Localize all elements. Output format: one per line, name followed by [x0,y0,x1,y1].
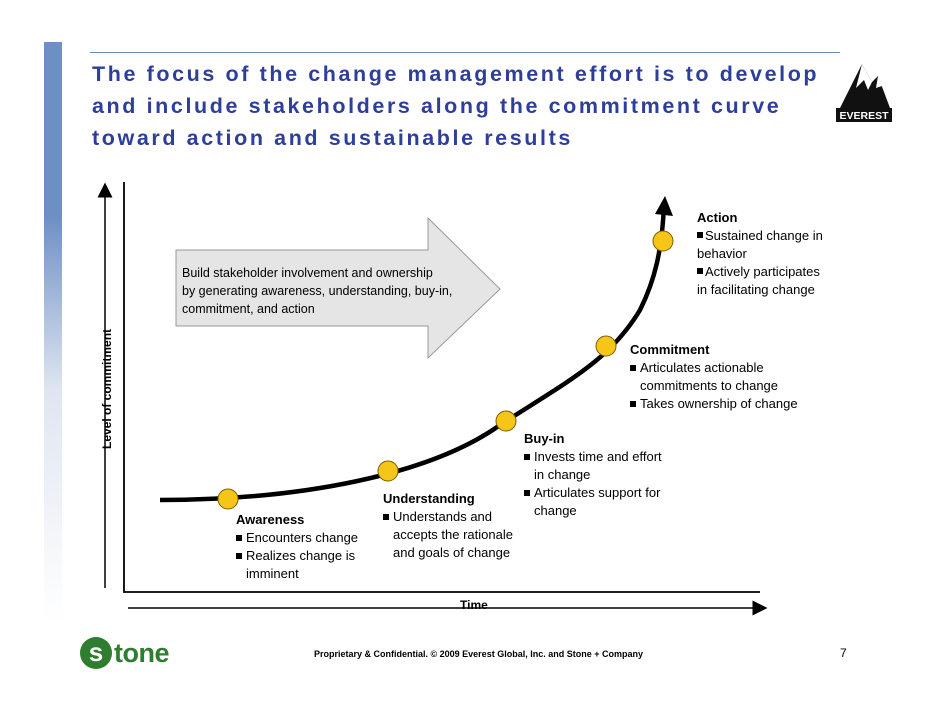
bullet-icon [697,268,703,274]
direction-arrow [175,216,501,360]
action-item-1-cont: behavior [697,246,747,261]
buyin-item-2: Articulates support for [524,484,662,502]
commitment-curve [159,204,667,503]
stone-logo-s: s [80,637,112,669]
slide-title: The focus of the change management effor… [92,58,852,154]
y-axis-label: Level of commitment [100,328,114,449]
footer-text: Proprietary & Confidential. © 2009 Evere… [314,649,643,659]
understanding-item-1-cont-a: accepts the rationale [393,527,513,542]
commitment-item-1-cont: commitments to change [640,378,779,393]
main-axes [123,182,760,593]
awareness-heading: Awareness [236,512,305,527]
understanding-item-1-cont-b: and goals of change [393,545,511,560]
commitment-label: Commitment Articulates actionable commit… [630,341,798,413]
title-line-1: The focus of the change management effor… [92,62,820,86]
bullet-icon [697,232,703,238]
stone-logo-text: tone [114,637,170,668]
curve-arrowhead [655,196,673,216]
title-line-3: toward action and sustainable results [92,126,573,150]
action-label: Action Sustained change in behavior Acti… [697,209,823,299]
commitment-item-2: Takes ownership of change [630,395,798,413]
buyin-item-2-cont: change [534,503,577,518]
title-line-2: and include stakeholders along the commi… [92,94,782,118]
understanding-heading: Understanding [383,491,475,506]
awareness-item-2: Realizes change is [236,547,358,565]
mountain-icon [840,64,890,108]
action-item-2-text: Actively participates [705,264,820,279]
everest-logo: EVEREST [836,60,892,122]
action-node [652,230,674,252]
x-axis-label: Time [460,598,488,612]
arrow-text-line-1: Build stakeholder involvement and owners… [182,266,433,280]
awareness-label: Awareness Encounters change Realizes cha… [236,511,358,583]
awareness-item-1: Encounters change [236,529,358,547]
page-number: 7 [840,646,847,660]
buyin-node [495,410,517,432]
understanding-node [377,460,399,482]
action-item-1-text: Sustained change in [705,228,823,243]
action-item-2-cont: in facilitating change [697,282,815,297]
understanding-item-1: Understands and [383,508,513,526]
left-accent-bar [44,42,62,622]
stone-logo: s tone [80,636,170,670]
buyin-label: Buy-in Invests time and effort in change… [524,430,662,520]
commitment-node [595,335,617,357]
buyin-heading: Buy-in [524,431,565,446]
understanding-label: Understanding Understands and accepts th… [383,490,513,562]
action-item-1: Sustained change in [697,228,823,243]
arrow-text: Build stakeholder involvement and owners… [182,264,452,318]
awareness-item-2-cont: imminent [246,566,299,581]
buyin-item-1-cont: in change [534,467,591,482]
commitment-item-1: Articulates actionable [630,359,798,377]
commitment-heading: Commitment [630,342,710,357]
action-heading: Action [697,210,738,225]
buyin-item-1: Invests time and effort [524,448,662,466]
logo-text: EVEREST [839,110,889,122]
awareness-node [217,488,239,510]
arrow-text-line-2: by generating awareness, understanding, … [182,284,453,298]
action-item-2: Actively participates [697,264,820,279]
arrow-text-line-3: commitment, and action [182,302,315,316]
title-rule [90,52,840,53]
